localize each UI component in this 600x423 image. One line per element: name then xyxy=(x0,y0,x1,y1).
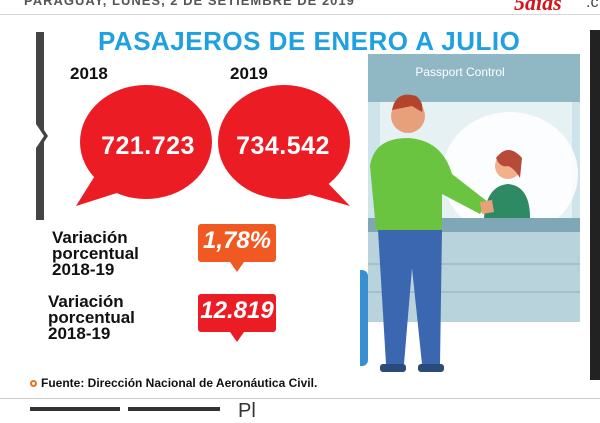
variation-tag-percent: 1,78% xyxy=(198,222,276,274)
variation-label-line: Variación xyxy=(52,228,128,247)
variation-label-line: porcentual xyxy=(52,244,139,263)
variation-percent-value: 1,78% xyxy=(202,227,272,254)
variation-label-1: Variación porcentual 2018-19 xyxy=(52,228,139,279)
speech-bubble-icon xyxy=(218,85,350,206)
year-label-2018: 2018 xyxy=(70,64,108,83)
right-edge-bar xyxy=(590,30,600,380)
variation-label-2: Variación porcentual 2018-19 xyxy=(48,292,135,343)
speech-bubble-icon xyxy=(76,85,212,206)
top-strip: PARAGUAY, LUNES, 2 DE SETIEMBRE DE 2019 … xyxy=(0,0,600,15)
source-note: Fuente: Dirección Nacional de Aeronáutic… xyxy=(30,376,317,390)
next-article-text: Pl xyxy=(238,400,256,422)
variation-label-line: 2018-19 xyxy=(52,260,115,279)
passengers-2018-value: 721.723 xyxy=(101,131,195,160)
variation-tag-absolute: 12.819 xyxy=(198,292,276,344)
variation-label-line: Variación xyxy=(48,292,124,311)
infographic-title: PASAJEROS DE ENERO A JULIO xyxy=(98,26,521,56)
passport-control-illustration: Passport Control xyxy=(312,46,582,376)
bubble-2018: 721.723 xyxy=(68,82,220,210)
tag-shape-icon xyxy=(198,224,276,272)
booth-sign: Passport Control xyxy=(415,65,504,79)
variation-label-line: 2018-19 xyxy=(48,324,111,343)
variation-absolute-value: 12.819 xyxy=(200,297,274,324)
footer-divider xyxy=(0,398,600,399)
source-text: Fuente: Dirección Nacional de Aeronáutic… xyxy=(41,376,318,390)
passengers-2019-value: 734.542 xyxy=(236,131,330,160)
bubble-2019: 734.542 xyxy=(212,82,362,210)
footer-rule-1 xyxy=(30,407,120,411)
publication-date: PARAGUAY, LUNES, 2 DE SETIEMBRE DE 2019 xyxy=(24,0,355,8)
newspaper-logo: 5días xyxy=(514,0,562,15)
tag-shape-icon xyxy=(198,294,276,342)
footer-rule-2 xyxy=(128,407,220,411)
variation-label-line: porcentual xyxy=(48,308,135,327)
bullet-icon xyxy=(30,380,37,388)
side-arrow-inner xyxy=(36,124,44,148)
passport-control-icon: Passport Control xyxy=(312,54,580,372)
year-label-2019: 2019 xyxy=(230,64,268,83)
logo-suffix: .c xyxy=(586,0,599,11)
